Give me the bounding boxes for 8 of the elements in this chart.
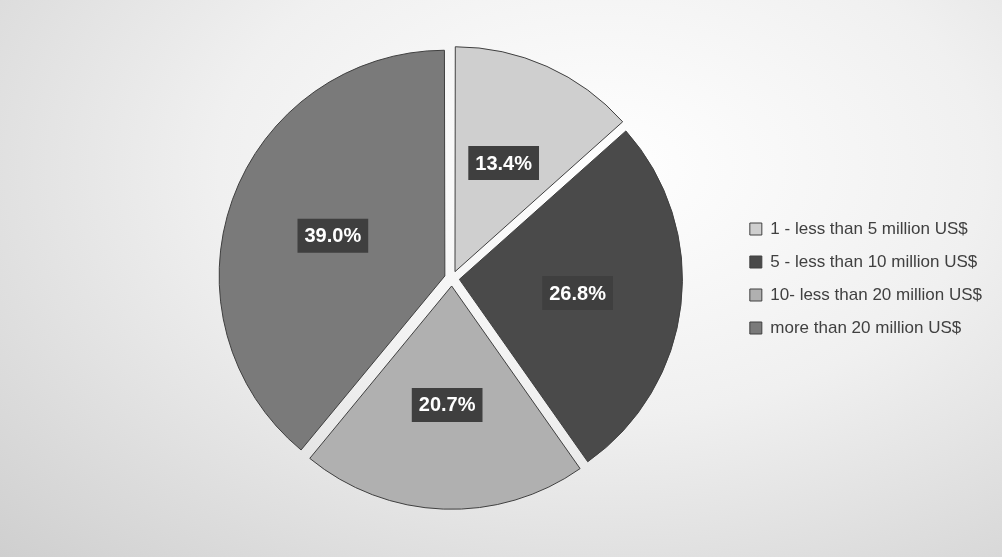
data-label: 20.7%: [418, 393, 476, 416]
legend-label: more than 20 million US$: [770, 317, 962, 337]
legend-label: 1 - less than 5 million US$: [770, 218, 969, 238]
legend-label: 5 - less than 10 million US$: [770, 251, 978, 271]
data-label: 13.4%: [475, 151, 533, 174]
data-label: 39.0%: [304, 224, 362, 247]
legend-label: 10- less than 20 million US$: [770, 284, 983, 304]
data-label: 26.8%: [549, 281, 607, 304]
